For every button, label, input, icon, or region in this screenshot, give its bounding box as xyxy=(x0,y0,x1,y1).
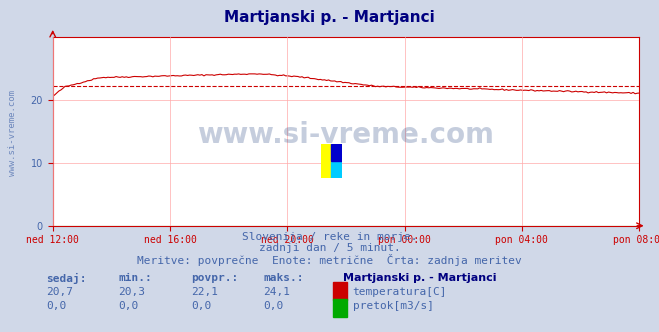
Bar xyxy=(333,282,347,300)
Text: 0,0: 0,0 xyxy=(191,301,212,311)
Bar xyxy=(333,299,347,317)
Bar xyxy=(331,144,342,161)
Bar xyxy=(321,161,331,178)
Text: 0,0: 0,0 xyxy=(46,301,67,311)
Text: Meritve: povprečne  Enote: metrične  Črta: zadnja meritev: Meritve: povprečne Enote: metrične Črta:… xyxy=(137,254,522,266)
Text: 0,0: 0,0 xyxy=(264,301,284,311)
Text: Slovenija / reke in morje.: Slovenija / reke in morje. xyxy=(242,232,417,242)
Bar xyxy=(331,161,342,178)
Text: 24,1: 24,1 xyxy=(264,287,291,297)
Text: pretok[m3/s]: pretok[m3/s] xyxy=(353,301,434,311)
Text: temperatura[C]: temperatura[C] xyxy=(353,287,447,297)
Text: povpr.:: povpr.: xyxy=(191,273,239,283)
Text: 20,3: 20,3 xyxy=(119,287,146,297)
Text: 0,0: 0,0 xyxy=(119,301,139,311)
Text: sedaj:: sedaj: xyxy=(46,273,86,284)
Text: 22,1: 22,1 xyxy=(191,287,218,297)
Text: maks.:: maks.: xyxy=(264,273,304,283)
Text: Martjanski p. - Martjanci: Martjanski p. - Martjanci xyxy=(224,10,435,25)
Text: min.:: min.: xyxy=(119,273,152,283)
Text: Martjanski p. - Martjanci: Martjanski p. - Martjanci xyxy=(343,273,496,283)
Text: zadnji dan / 5 minut.: zadnji dan / 5 minut. xyxy=(258,243,401,253)
Text: www.si-vreme.com: www.si-vreme.com xyxy=(8,90,17,176)
Text: www.si-vreme.com: www.si-vreme.com xyxy=(198,121,494,149)
Text: 20,7: 20,7 xyxy=(46,287,73,297)
Bar xyxy=(321,144,331,161)
